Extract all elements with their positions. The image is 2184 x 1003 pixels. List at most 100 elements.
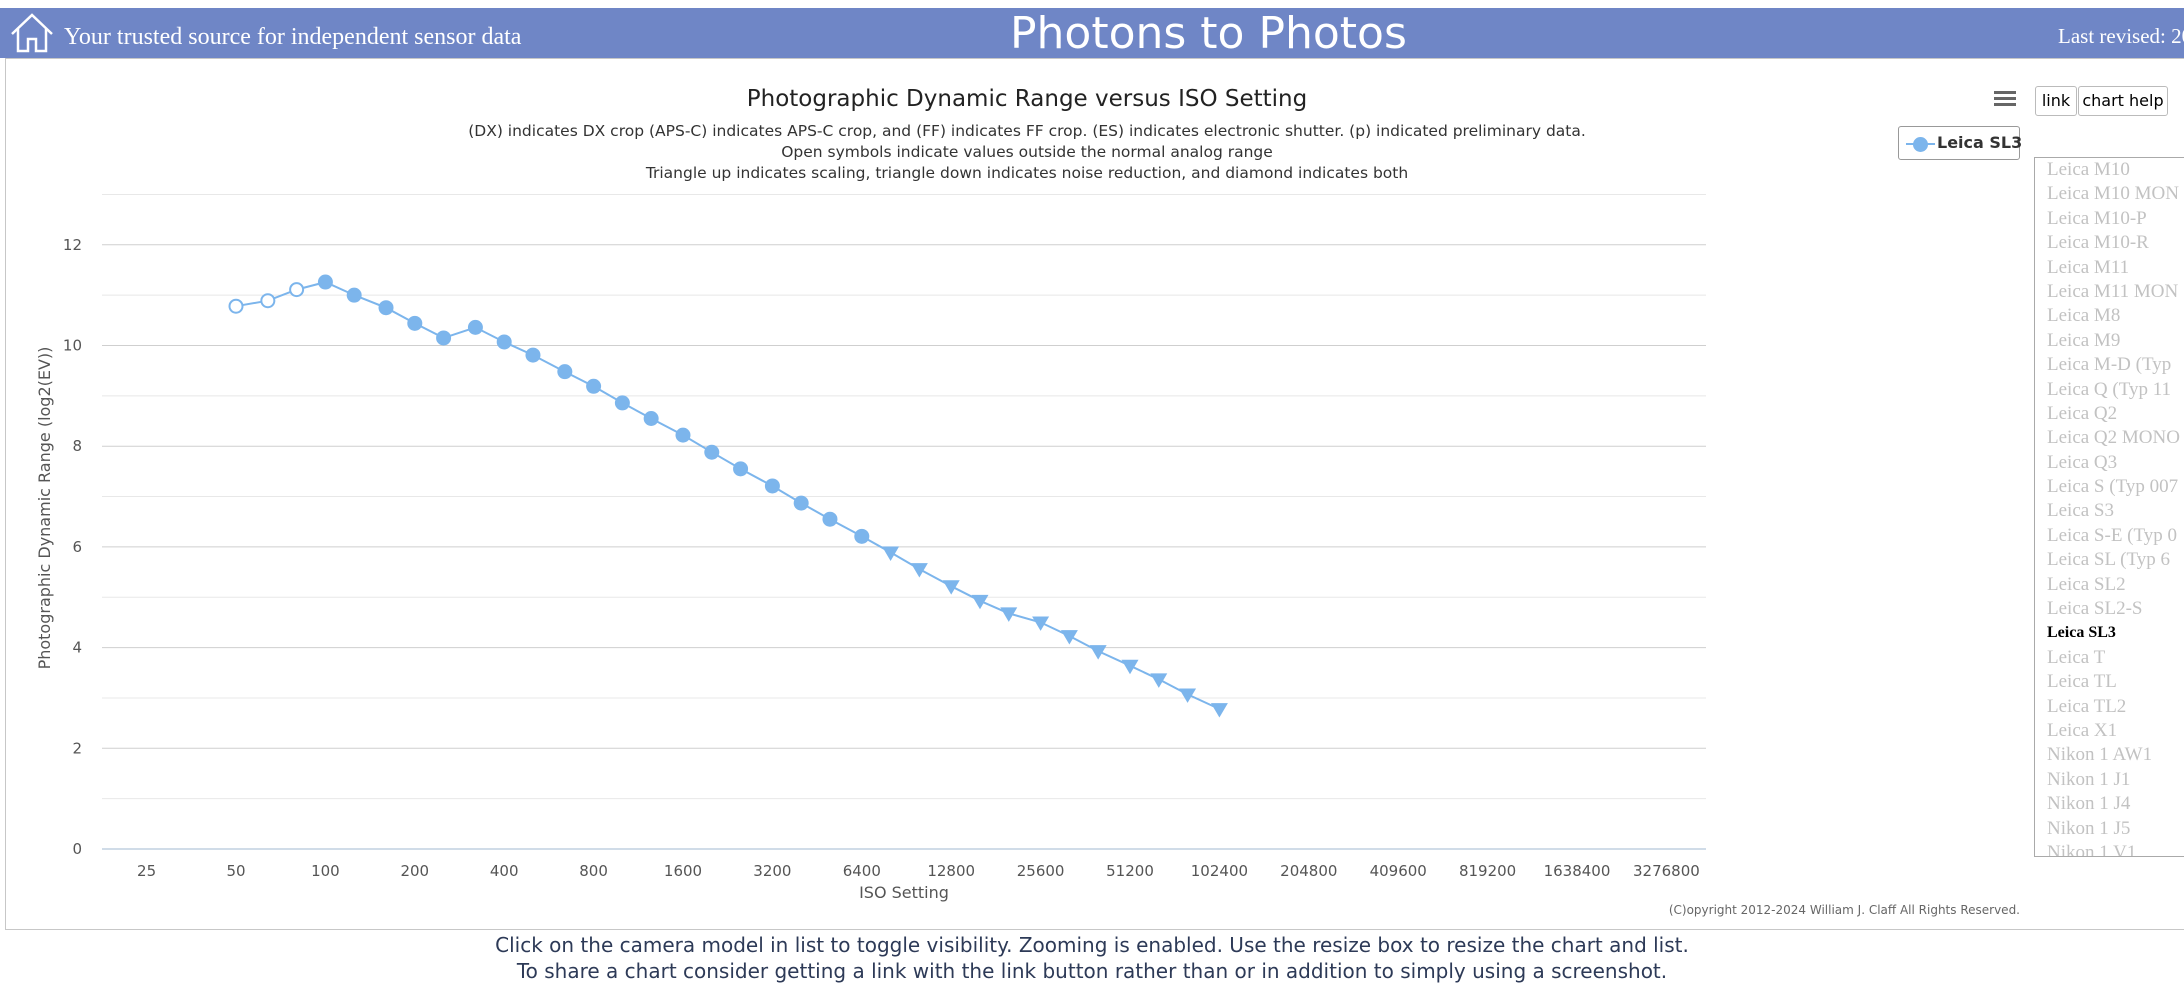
y-axis-title: Photographic Dynamic Range (log2(EV)): [35, 347, 54, 670]
x-tick-label: 25600: [1017, 862, 1065, 880]
camera-list-item[interactable]: Leica M10-P: [2047, 207, 2147, 229]
camera-list-item[interactable]: Nikon 1 J1: [2047, 768, 2131, 790]
camera-list-item[interactable]: Nikon 1 J4: [2047, 793, 2131, 815]
chart[interactable]: 0 2 4 6 8 10 12 25 50 100 200 400 800 1600 3200 6400 128…: [0, 0, 2184, 932]
x-tick-label: 50: [226, 862, 245, 880]
data-point-circle[interactable]: [378, 300, 394, 316]
copyright-text: (C)opyright 2012-2024 William J. Claff A…: [1669, 903, 2020, 917]
data-point-triangle-down[interactable]: [1000, 607, 1018, 622]
camera-list-item[interactable]: Leica Q2: [2047, 402, 2118, 424]
data-point-circle[interactable]: [525, 347, 541, 363]
camera-list-item[interactable]: Leica S3: [2047, 500, 2115, 522]
y-tick-label: 0: [72, 840, 82, 858]
camera-list-item[interactable]: Leica M11 MON: [2047, 280, 2179, 302]
data-point-triangle-down[interactable]: [1032, 616, 1050, 631]
data-point-triangle-down[interactable]: [1150, 673, 1168, 688]
chart-subtitle-line: Open symbols indicate values outside the…: [781, 143, 1273, 161]
camera-list-item[interactable]: Leica Q3: [2047, 451, 2118, 473]
data-point-circle[interactable]: [764, 478, 780, 494]
camera-list-item[interactable]: Leica TL2: [2047, 695, 2127, 717]
camera-list-item[interactable]: Leica M10-R: [2047, 232, 2149, 254]
camera-list-item[interactable]: Leica M11: [2047, 256, 2130, 278]
camera-list-item[interactable]: Leica M8: [2047, 305, 2121, 327]
x-axis-title: ISO Setting: [859, 883, 949, 902]
chart-container: [5, 58, 2184, 930]
data-point-triangle-down[interactable]: [1089, 645, 1107, 660]
camera-list-item[interactable]: Leica Q2 MONO: [2047, 427, 2180, 449]
camera-list-item[interactable]: Nikon 1 J5: [2047, 817, 2131, 839]
data-point-circle[interactable]: [704, 444, 720, 460]
data-point-circle[interactable]: [436, 330, 452, 346]
data-point-open-circle[interactable]: [289, 282, 305, 298]
camera-list-item[interactable]: Leica Q (Typ 11: [2047, 378, 2172, 400]
camera-list-item[interactable]: Nikon 1 AW1: [2047, 744, 2153, 766]
camera-list-item[interactable]: Leica M10: [2047, 159, 2130, 180]
data-point-circle[interactable]: [614, 395, 630, 411]
footer-instructions: Click on the camera model in list to tog…: [0, 932, 2184, 984]
data-point-circle[interactable]: [733, 461, 749, 477]
data-point-circle[interactable]: [407, 315, 423, 331]
x-tick-label: 409600: [1370, 862, 1427, 880]
x-tick-label: 6400: [843, 862, 881, 880]
y-tick-label: 6: [72, 538, 82, 556]
camera-list-item[interactable]: Leica SL2: [2047, 573, 2126, 595]
y-tick-label: 8: [72, 437, 82, 455]
data-point-circle[interactable]: [675, 427, 691, 443]
camera-list-item[interactable]: Leica M-D (Typ: [2047, 354, 2172, 376]
camera-list-item[interactable]: Leica S-E (Typ 0: [2047, 524, 2178, 546]
data-point-triangle-down[interactable]: [971, 594, 989, 610]
camera-list-item[interactable]: Leica S (Typ 007: [2047, 476, 2179, 498]
data-point-triangle-down[interactable]: [1121, 659, 1139, 675]
camera-list-item[interactable]: Leica T: [2047, 646, 2106, 668]
footer-line-1: Click on the camera model in list to tog…: [495, 933, 1689, 957]
y-tick-label: 2: [72, 739, 82, 757]
x-tick-label: 25: [137, 862, 156, 880]
data-point-circle[interactable]: [346, 287, 362, 303]
camera-list-item[interactable]: Leica X1: [2047, 719, 2118, 741]
site-title: Photons to Photos: [1010, 8, 1407, 59]
x-tick-label: 102400: [1191, 862, 1248, 880]
data-point-circle[interactable]: [643, 411, 659, 427]
data-point-open-circle[interactable]: [260, 293, 276, 309]
x-tick-label: 400: [490, 862, 519, 880]
camera-list-item[interactable]: Leica M9: [2047, 329, 2121, 351]
home-icon[interactable]: [10, 12, 54, 54]
y-tick-label: 4: [72, 639, 82, 657]
data-point-circle[interactable]: [317, 274, 333, 290]
footer-line-2: To share a chart consider getting a link…: [516, 959, 1668, 983]
data-point-circle[interactable]: [467, 319, 483, 335]
x-tick-label: 12800: [927, 862, 975, 880]
link-button[interactable]: link: [2035, 86, 2077, 116]
camera-list-item[interactable]: Nikon 1 V1: [2047, 841, 2137, 857]
data-point-circle[interactable]: [793, 495, 809, 511]
last-revised-text: Last revised: 20: [2058, 24, 2184, 48]
data-point-triangle-down[interactable]: [910, 563, 928, 578]
data-point-triangle-down[interactable]: [1210, 703, 1228, 718]
x-tick-label: 800: [579, 862, 608, 880]
data-point-circle[interactable]: [557, 364, 573, 380]
camera-list-item[interactable]: Leica SL3: [2047, 624, 2116, 642]
data-point-triangle-down[interactable]: [882, 546, 900, 561]
x-tick-label: 100: [311, 862, 340, 880]
chart-title: Photographic Dynamic Range versus ISO Se…: [747, 86, 1307, 112]
data-point-circle[interactable]: [496, 334, 512, 350]
chart-help-button[interactable]: chart help: [2078, 86, 2168, 116]
legend-item-leica-sl3[interactable]: Leica SL3: [1898, 126, 2022, 160]
camera-list-item[interactable]: Leica SL (Typ 6: [2047, 549, 2171, 571]
x-tick-label: 200: [400, 862, 429, 880]
camera-list-item[interactable]: Leica SL2-S: [2047, 598, 2143, 620]
x-tick-label: 3200: [753, 862, 791, 880]
camera-list-item[interactable]: Leica TL: [2047, 671, 2117, 693]
data-point-circle[interactable]: [854, 528, 870, 544]
data-point-circle[interactable]: [822, 511, 838, 527]
data-point-triangle-down[interactable]: [1060, 630, 1078, 645]
chart-subtitle-line: (DX) indicates DX crop (APS-C) indicates…: [468, 122, 1586, 140]
data-point-triangle-down[interactable]: [1179, 688, 1197, 703]
legend-marker: [1913, 137, 1928, 152]
data-point-open-circle[interactable]: [228, 298, 244, 314]
chart-menu-icon[interactable]: [1990, 88, 2020, 114]
data-point-triangle-down[interactable]: [942, 580, 960, 595]
camera-list-item[interactable]: Leica M10 MON: [2047, 183, 2179, 205]
data-point-circle[interactable]: [586, 378, 602, 394]
camera-list[interactable]: Leica M10 Leica M10 MON Leica M10-P Leica M…: [2034, 157, 2184, 857]
